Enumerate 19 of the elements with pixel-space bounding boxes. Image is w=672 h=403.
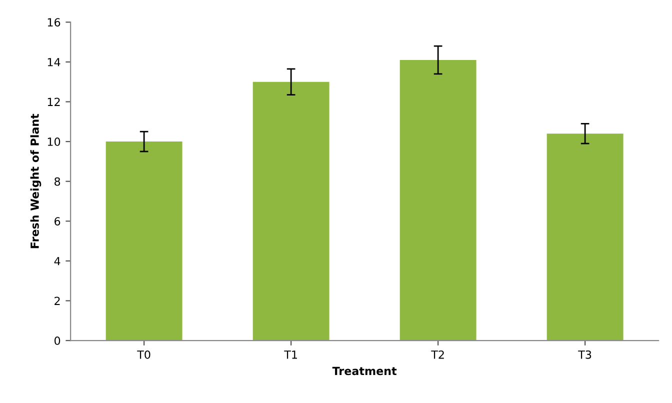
y-tick-label: 4 [54,257,60,266]
y-tick-label: 10 [48,138,60,146]
bar [106,142,182,341]
bar [252,82,330,341]
x-tick-label: T2 [431,350,444,359]
x-tick-label: T3 [578,350,592,359]
bar [546,134,624,341]
y-tick-label: 8 [54,177,60,186]
y-tick-label: 16 [48,18,60,27]
y-tick-label: 6 [54,217,60,226]
x-tick-label: T1 [284,350,297,359]
y-tick-label: 14 [48,58,60,66]
x-axis-title: Treatment [332,366,397,376]
bar [400,60,476,341]
y-tick-label: 2 [54,296,60,305]
y-tick-label: 0 [54,336,60,345]
y-axis-title: Fresh Weight of Plant [30,114,42,248]
x-tick-label: T0 [137,350,150,359]
y-tick-label: 12 [48,98,60,106]
